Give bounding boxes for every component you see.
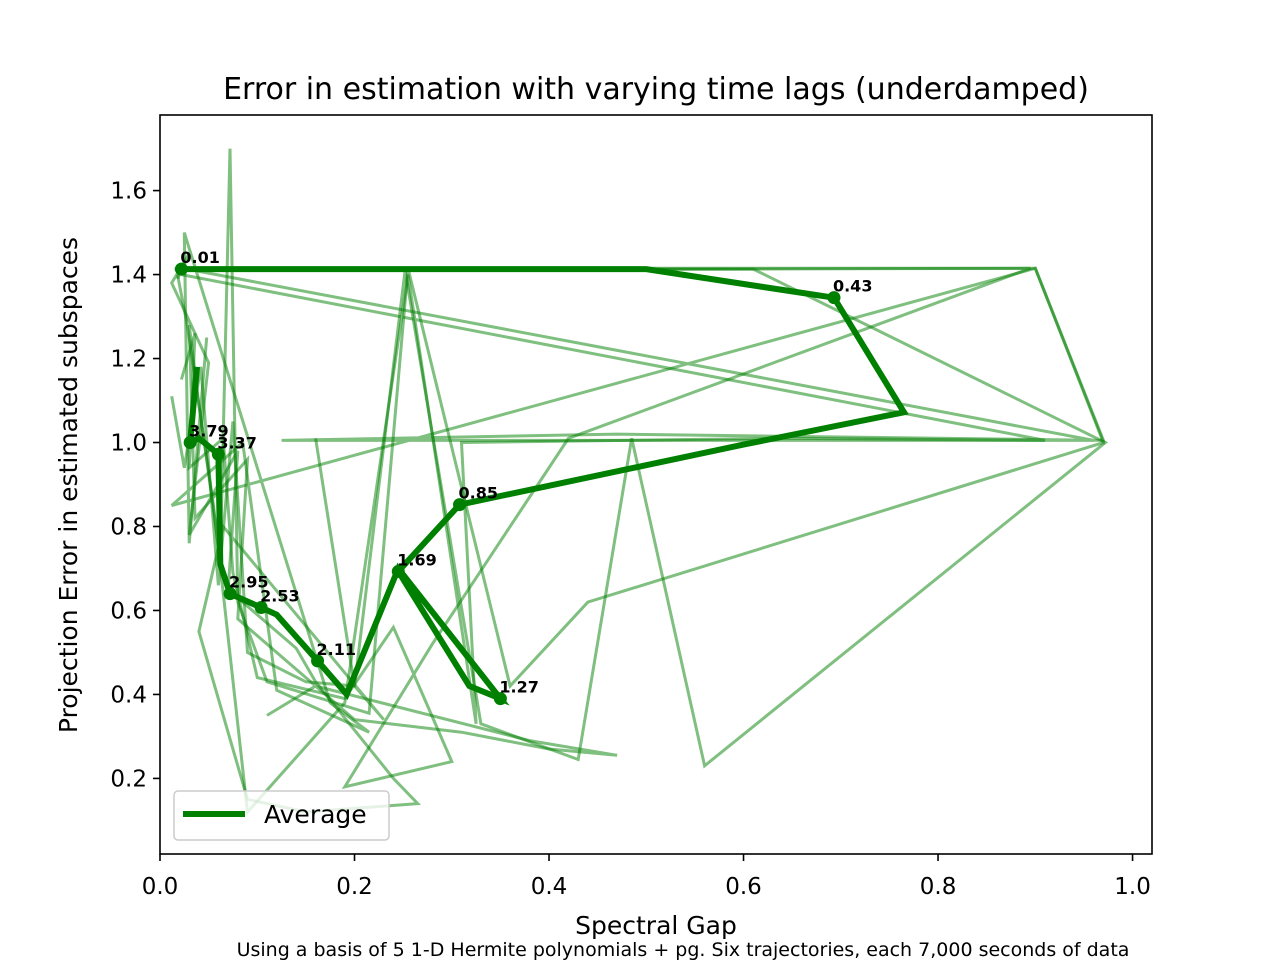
data-label: 2.95: [229, 573, 268, 592]
data-label: 3.79: [189, 422, 228, 441]
trajectory-line-6: [179, 266, 1031, 790]
y-tick-label: 1.4: [110, 263, 147, 289]
trajectory-line-2: [176, 148, 1106, 716]
x-axis-ticks: 0.0 0.2 0.4 0.6 0.8 1.0: [142, 854, 1151, 900]
y-tick-label: 0.2: [110, 766, 147, 792]
data-label: 1.27: [499, 678, 538, 697]
legend-label-average: Average: [264, 800, 367, 829]
plot-frame: [159, 114, 1153, 855]
average-point: [453, 498, 467, 512]
legend: Average: [173, 790, 390, 841]
data-labels: 0.01 0.43 0.85 1.27 1.69 2.11 2.532.95 3.373.79: [180, 248, 872, 697]
average-point: [493, 692, 507, 706]
figure-caption: Using a basis of 5 1-D Hermite polynomia…: [236, 939, 1130, 961]
data-label: 0.01: [180, 248, 219, 267]
average-point: [827, 291, 841, 305]
average-series: [174, 262, 909, 706]
average-point: [174, 262, 188, 276]
trajectory-line-3: [170, 232, 1106, 734]
average-point: [223, 587, 237, 601]
x-tick-label: 0.8: [920, 874, 957, 900]
x-tick-label: 0.4: [531, 874, 568, 900]
y-axis-ticks: 0.2 0.4 0.6 0.8 1.0 1.2 1.4 1.6: [110, 179, 160, 792]
data-label: 2.53: [260, 587, 299, 606]
data-label: 0.85: [459, 484, 498, 503]
x-tick-label: 0.0: [142, 874, 179, 900]
y-axis-label: Projection Error in estimated subspaces: [54, 237, 83, 733]
legend-box: [173, 790, 390, 841]
average-point: [311, 654, 325, 668]
y-tick-label: 1.6: [110, 179, 147, 205]
y-tick-label: 0.6: [110, 598, 147, 624]
trajectory-line-4: [181, 273, 1046, 816]
average-point: [391, 564, 405, 578]
data-label: 3.37: [217, 433, 256, 452]
data-label: 0.43: [833, 277, 872, 296]
x-tick-label: 1.0: [1114, 874, 1151, 900]
trajectory-line-5: [170, 252, 421, 814]
x-tick-label: 0.6: [725, 874, 762, 900]
average-point: [183, 436, 197, 450]
y-tick-label: 1.2: [110, 347, 147, 373]
average-point: [211, 447, 225, 461]
y-tick-label: 1.0: [110, 431, 147, 457]
data-label: 1.69: [397, 550, 436, 569]
trajectory-lines: [170, 148, 1109, 816]
x-tick-label: 0.2: [336, 874, 373, 900]
average-point: [254, 601, 268, 615]
y-tick-label: 0.8: [110, 514, 147, 540]
data-label: 2.11: [317, 640, 356, 659]
chart-title: Error in estimation with varying time la…: [223, 72, 1089, 107]
y-tick-label: 0.4: [110, 682, 147, 708]
x-axis-label: Spectral Gap: [575, 911, 737, 940]
